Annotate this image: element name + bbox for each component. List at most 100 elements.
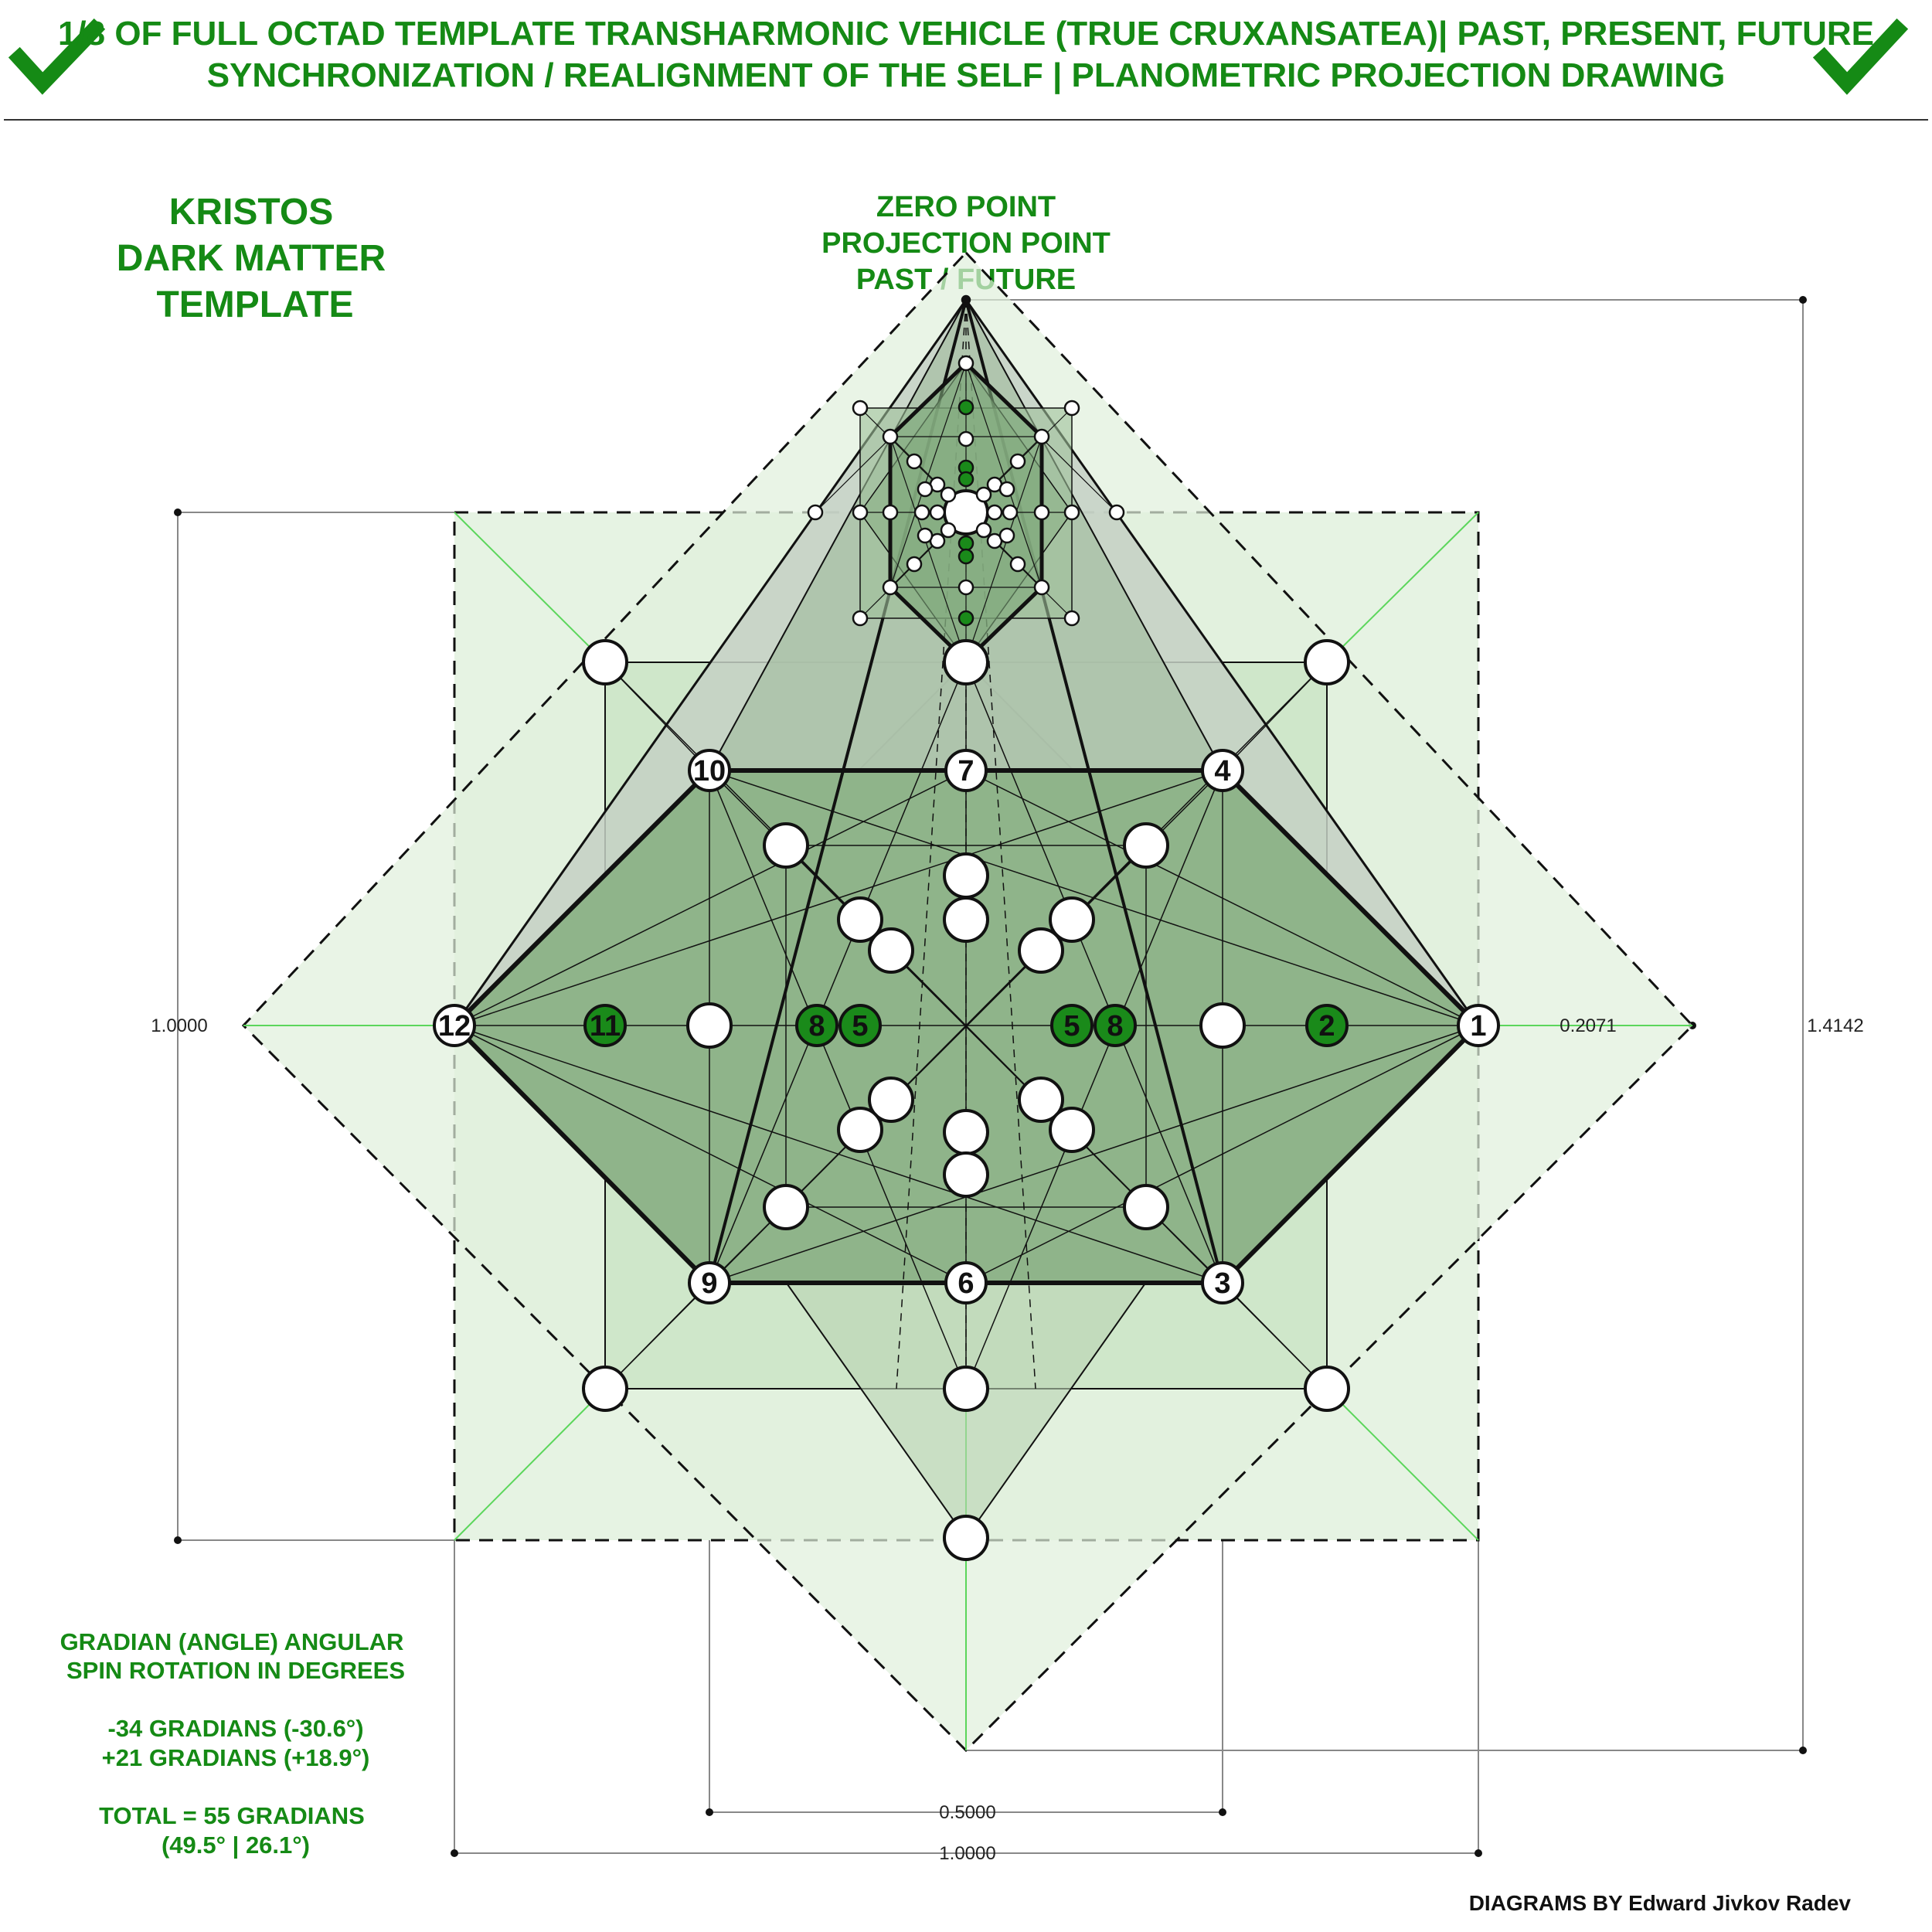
header: 1/8 OF FULL OCTAD TEMPLATE TRANSHARMONIC… (4, 15, 1928, 121)
node (1304, 1366, 1350, 1412)
node (998, 527, 1015, 544)
node (1009, 556, 1026, 573)
node-3: 3 (1201, 1261, 1244, 1304)
node-label: 6 (957, 1267, 974, 1300)
node-label: 7 (957, 755, 974, 787)
left-title: KRISTOS DARK MATTER TEMPLATE (117, 192, 386, 325)
note-line6: (49.5° | 26.1°) (162, 1832, 310, 1859)
dim-bottom-inner-label: 0.5000 (939, 1802, 995, 1823)
node-label: 11 (590, 1010, 621, 1043)
header-title-line1: 1/8 OF FULL OCTAD TEMPLATE TRANSHARMONIC… (58, 15, 1874, 53)
node (957, 579, 975, 596)
node (1018, 927, 1064, 974)
node-label: 9 (701, 1267, 717, 1300)
node (1063, 610, 1080, 627)
dim-right-outer-label: 1.4142 (1807, 1015, 1863, 1036)
note-line3: -34 GRADIANS (-30.6°) (107, 1715, 363, 1742)
node (986, 504, 1003, 521)
dim-right-inner-label: 0.2071 (1560, 1015, 1616, 1036)
node (943, 1151, 989, 1198)
node (1199, 1002, 1246, 1049)
node (913, 504, 930, 521)
node (763, 822, 809, 869)
node (686, 1002, 733, 1049)
left-title-line1: KRISTOS (169, 192, 333, 233)
node-9: 9 (688, 1261, 731, 1304)
node (1049, 896, 1095, 943)
node (957, 355, 975, 372)
left-title-line3: TEMPLATE (156, 284, 353, 325)
node (917, 527, 934, 544)
node (957, 535, 975, 552)
node (906, 453, 923, 470)
node-8: 8 (1094, 1004, 1137, 1047)
node (975, 486, 992, 503)
node (882, 428, 899, 445)
zero-point-line1: ZERO POINT (876, 191, 1056, 223)
node-label: 5 (1063, 1010, 1080, 1043)
node (957, 399, 975, 416)
node (837, 896, 883, 943)
node (837, 1107, 883, 1153)
note-line4: +21 GRADIANS (+18.9°) (102, 1744, 370, 1771)
node (906, 556, 923, 573)
node-label: 10 (693, 755, 726, 787)
node-10: 10 (688, 749, 731, 792)
node (807, 504, 824, 521)
node (1049, 1107, 1095, 1153)
gradian-notes: GRADIAN (ANGLE) ANGULAR SPIN ROTATION IN… (60, 1628, 405, 1859)
node (943, 1366, 989, 1412)
node (957, 610, 975, 627)
node (1063, 504, 1080, 521)
node-label: 8 (808, 1010, 825, 1043)
node (940, 486, 957, 503)
node-label: 3 (1214, 1267, 1230, 1300)
node (852, 610, 869, 627)
node (929, 504, 946, 521)
node (1018, 1077, 1064, 1123)
node (943, 896, 989, 943)
dim-left-label: 1.0000 (151, 1015, 207, 1036)
node (582, 1366, 628, 1412)
node (852, 400, 869, 417)
node (852, 504, 869, 521)
node-2: 2 (1305, 1004, 1349, 1047)
node (1304, 639, 1350, 685)
node (1033, 428, 1050, 445)
node (943, 852, 989, 899)
header-title-line2: SYNCHRONIZATION / REALIGNMENT OF THE SEL… (207, 56, 1726, 95)
dimension-lines (177, 299, 1804, 1854)
node (1063, 400, 1080, 417)
checkmark-icon (1812, 18, 1909, 95)
node (943, 639, 989, 685)
checkmark-icon (8, 18, 106, 95)
node-5: 5 (838, 1004, 882, 1047)
node (1033, 504, 1050, 521)
note-line2: SPIN ROTATION IN DEGREES (66, 1657, 405, 1684)
node (917, 481, 934, 498)
node-label: 1 (1470, 1010, 1486, 1043)
node-label: 2 (1318, 1010, 1335, 1043)
node-label: 12 (438, 1010, 471, 1043)
node (1123, 822, 1169, 869)
node-8: 8 (795, 1004, 838, 1047)
node-1: 1 (1457, 1004, 1500, 1047)
note-line5: TOTAL = 55 GRADIANS (99, 1802, 365, 1829)
node (1033, 579, 1050, 596)
node (868, 1077, 914, 1123)
node (868, 927, 914, 974)
node (998, 481, 1015, 498)
note-line1: GRADIAN (ANGLE) ANGULAR (60, 1628, 404, 1655)
node-label: 8 (1107, 1010, 1123, 1043)
node-6: 6 (944, 1261, 988, 1304)
node (957, 548, 975, 565)
node (582, 639, 628, 685)
node-7: 7 (944, 749, 988, 792)
node-12: 12 (433, 1004, 476, 1047)
node (1123, 1184, 1169, 1230)
credit-text: DIAGRAMS BY Edward Jivkov Radev (1469, 1891, 1852, 1915)
node (961, 294, 971, 305)
node (763, 1184, 809, 1230)
